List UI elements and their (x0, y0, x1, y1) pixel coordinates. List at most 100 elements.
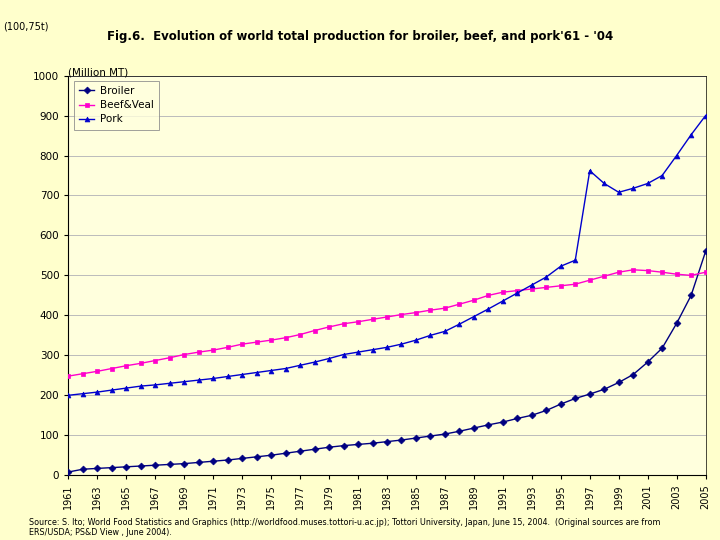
Broiler (325, 444, 333, 450)
Pork (469, 313, 478, 320)
Pork (180, 379, 189, 385)
Pork (325, 355, 333, 362)
Broiler (194, 459, 203, 465)
Pork (137, 383, 145, 389)
Broiler (339, 442, 348, 449)
Beef&Veal (441, 305, 449, 312)
Pork (238, 372, 246, 378)
Broiler (585, 391, 594, 397)
Broiler (600, 386, 608, 393)
Beef&Veal (687, 272, 696, 279)
Beef&Veal (455, 301, 464, 307)
Pork (122, 385, 130, 392)
Pork (484, 306, 492, 312)
Broiler (282, 450, 290, 456)
Broiler (151, 462, 160, 469)
Broiler (252, 454, 261, 460)
Beef&Veal (194, 349, 203, 355)
Pork (310, 359, 319, 366)
Pork (585, 167, 594, 174)
Beef&Veal (354, 319, 362, 325)
Broiler (368, 440, 377, 447)
Beef&Veal (557, 282, 565, 289)
Pork (397, 341, 406, 347)
Broiler (629, 372, 637, 378)
Text: (Million MT): (Million MT) (68, 68, 129, 78)
Text: (100,75t): (100,75t) (4, 22, 49, 32)
Beef&Veal (383, 314, 392, 320)
Pork (614, 189, 623, 195)
Pork (644, 180, 652, 187)
Broiler (498, 419, 507, 426)
Beef&Veal (223, 344, 232, 350)
Beef&Veal (64, 373, 73, 379)
Pork (368, 347, 377, 353)
Pork (498, 298, 507, 304)
Pork (93, 389, 102, 395)
Pork (672, 152, 681, 159)
Beef&Veal (267, 337, 276, 343)
Broiler (658, 345, 667, 352)
Beef&Veal (542, 284, 551, 291)
Beef&Veal (137, 360, 145, 367)
Pork (542, 274, 551, 280)
Beef&Veal (122, 362, 130, 369)
Beef&Veal (644, 267, 652, 274)
Pork (107, 387, 116, 393)
Beef&Veal (469, 297, 478, 303)
Broiler (122, 463, 130, 470)
Broiler (296, 448, 305, 455)
Broiler (166, 461, 174, 468)
Broiler (238, 455, 246, 462)
Beef&Veal (166, 354, 174, 361)
Pork (209, 375, 217, 382)
Pork (557, 263, 565, 269)
Broiler (64, 469, 73, 475)
Pork (571, 257, 580, 264)
Beef&Veal (614, 269, 623, 275)
Pork (701, 112, 710, 119)
Pork (223, 373, 232, 380)
Pork (151, 382, 160, 388)
Broiler (455, 428, 464, 435)
Text: Source: S. Ito; World Food Statistics and Graphics (http://worldfood.muses.totto: Source: S. Ito; World Food Statistics an… (29, 518, 660, 537)
Pork (194, 377, 203, 383)
Pork (282, 365, 290, 372)
Broiler (412, 435, 420, 441)
Pork (354, 349, 362, 355)
Beef&Veal (513, 287, 522, 294)
Beef&Veal (180, 352, 189, 358)
Broiler (701, 248, 710, 255)
Broiler (571, 395, 580, 402)
Pork (455, 321, 464, 327)
Legend: Broiler, Beef&Veal, Pork: Broiler, Beef&Veal, Pork (73, 81, 158, 130)
Pork (600, 180, 608, 187)
Beef&Veal (296, 332, 305, 338)
Beef&Veal (412, 309, 420, 316)
Broiler (78, 466, 87, 472)
Broiler (137, 463, 145, 469)
Broiler (513, 415, 522, 422)
Beef&Veal (368, 316, 377, 322)
Beef&Veal (78, 370, 87, 377)
Beef&Veal (238, 341, 246, 347)
Broiler (93, 465, 102, 471)
Broiler (644, 359, 652, 366)
Pork (267, 367, 276, 374)
Pork (166, 380, 174, 387)
Pork (629, 185, 637, 192)
Beef&Veal (498, 289, 507, 295)
Broiler (310, 446, 319, 453)
Pork (64, 392, 73, 399)
Broiler (267, 452, 276, 458)
Pork (412, 337, 420, 343)
Beef&Veal (658, 269, 667, 275)
Pork (528, 282, 536, 288)
Beef&Veal (701, 269, 710, 275)
Broiler (528, 412, 536, 418)
Pork (252, 369, 261, 376)
Beef&Veal (629, 267, 637, 273)
Broiler (614, 379, 623, 386)
Broiler (469, 425, 478, 431)
Line: Broiler: Broiler (66, 249, 708, 475)
